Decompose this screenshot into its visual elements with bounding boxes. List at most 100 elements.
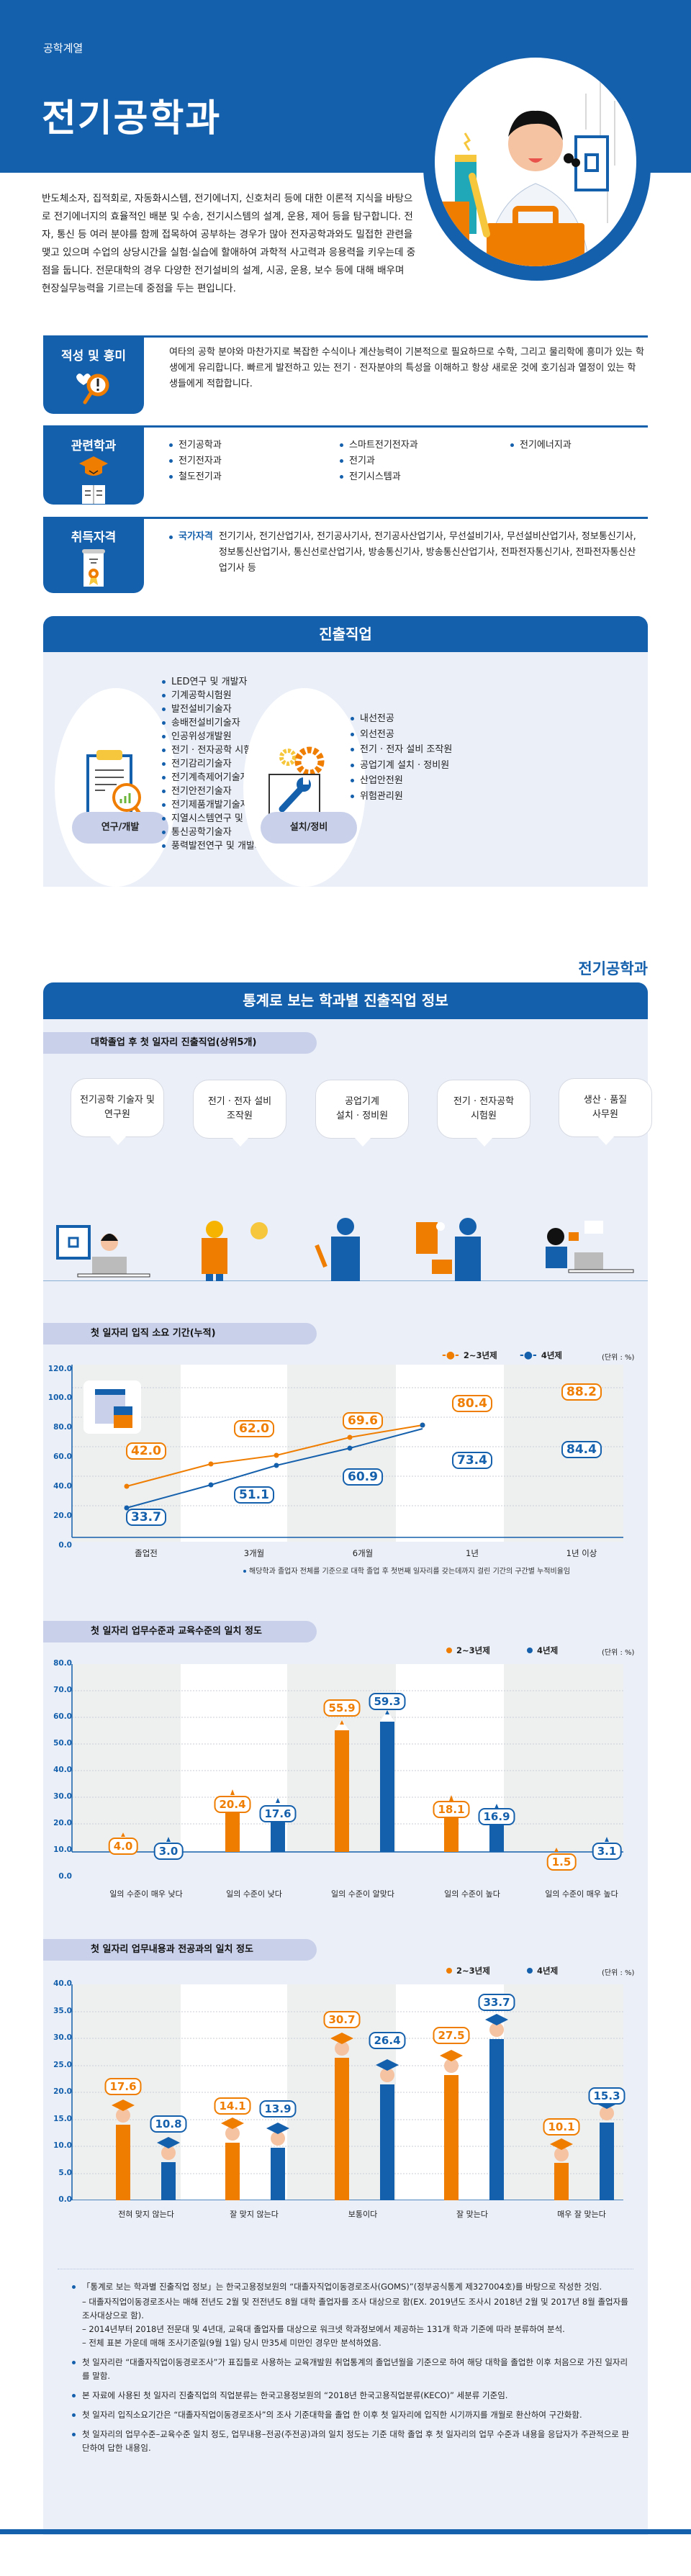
certification-type-label: 국가자격	[179, 531, 213, 542]
value-label: 18.1	[433, 1801, 470, 1818]
aptitude-text: 여타의 공학 분야와 마찬가지로 복잡한 수식이나 계산능력이 기본적으로 필요…	[169, 347, 644, 389]
note-item: 첫 일자리 입직소요기간은 “대졸자직업이동경로조사”의 조사 기준대학을 졸업…	[72, 2408, 633, 2422]
value-label: 13.9	[259, 2100, 297, 2118]
value-label: 55.9	[323, 1699, 361, 1717]
note-item: 첫 일자리의 업무수준–교육수준 일치 정도, 업무내용–전공(주전공)과의 일…	[72, 2428, 633, 2455]
aptitude-title: 적성 및 흥미	[60, 349, 127, 363]
ytick: 40.0	[53, 1482, 72, 1491]
value-label: 15.3	[588, 2087, 625, 2105]
value-label: 17.6	[259, 1805, 297, 1822]
notes-section: 「통계로 보는 학과별 진출직업 정보」는 한국고용정보원의 “대졸자직업이동경…	[72, 2280, 633, 2461]
ytick: 70.0	[53, 1686, 72, 1694]
chart3-title: 첫 일자리 업무내용과 전공과의 일치 정도	[43, 1939, 317, 1961]
value-label: 3.0	[153, 1843, 184, 1860]
chart3-unit: (단위 : %)	[602, 1969, 635, 1977]
note-item: 「통계로 보는 학과별 진출직업 정보」는 한국고용정보원의 “대졸자직업이동경…	[72, 2280, 633, 2294]
ytick: 0.0	[58, 1541, 72, 1550]
certificate-icon	[82, 549, 105, 587]
bottom-stripe	[0, 2529, 691, 2534]
chart1-legend-s2: -●- 4년제	[520, 1350, 563, 1361]
value-label: 26.4	[369, 2032, 406, 2049]
department-description: 반도체소자, 집적회로, 자동화시스템, 전기에너지, 신호처리 등에 대한 이…	[42, 193, 416, 294]
value-label: 88.2	[561, 1383, 602, 1401]
xlabel: 6개월	[352, 1548, 374, 1558]
value-label: 14.1	[214, 2097, 251, 2115]
value-label: 73.4	[452, 1452, 492, 1469]
value-label: 59.3	[369, 1693, 406, 1710]
ytick: 15.0	[53, 2115, 72, 2123]
value-label: 17.6	[104, 2078, 142, 2095]
ytick: 10.0	[53, 2141, 72, 2150]
chart1-footnote: 해당학과 졸업자 전체를 기준으로 대학 졸업 후 첫번째 일자리를 갖는데까지…	[243, 1565, 570, 1576]
value-label: 42.0	[126, 1442, 166, 1460]
xlabel: 일의 수준이 높다	[444, 1889, 500, 1899]
department-item: 스마트전기전자과	[340, 438, 510, 453]
ytick: 20.0	[53, 2087, 72, 2096]
stats-header: 통계로 보는 학과별 진출직업 정보	[43, 982, 648, 1019]
job-item: 발전설비기술자	[162, 702, 272, 716]
value-label: 20.4	[214, 1796, 251, 1813]
researcher-figure	[56, 1225, 150, 1278]
ytick: 5.0	[58, 2169, 72, 2177]
tester-figure	[416, 1218, 481, 1281]
value-label: 27.5	[433, 2027, 470, 2044]
chart1-unit: (단위 : %)	[602, 1354, 635, 1362]
related-departments-tab: 관련학과	[43, 425, 144, 505]
xlabel: 1년	[466, 1548, 479, 1558]
chart2-plot	[71, 1664, 623, 1853]
xlabel: 일의 수준이 매우 높다	[545, 1889, 618, 1899]
job-item: 풍력발전연구 및 개발자	[162, 839, 272, 853]
research-oval	[55, 688, 177, 887]
graduation-book-icon	[79, 456, 108, 504]
department-item: 전기에너지과	[510, 438, 654, 453]
top5-title: 대학졸업 후 첫 일자리 진출직업(상위5개)	[43, 1032, 317, 1054]
job-item: 위험관리원	[351, 789, 452, 805]
job-item: 전기 · 전자 설비 조작원	[351, 742, 452, 758]
chart2-legend-s2: 4년제	[527, 1645, 558, 1656]
ytick: 30.0	[53, 1792, 72, 1801]
xlabel: 일의 수준이 매우 낮다	[109, 1889, 183, 1899]
job-item: 산업안전원	[351, 773, 452, 789]
ytick: 20.0	[53, 1819, 72, 1827]
research-pill: 연구/개발	[72, 812, 168, 844]
certifications-card: 취득자격 국가자격 전기기사, 전기산업기사, 전기공사기사, 전기공사산업기사…	[43, 517, 648, 593]
stats-department-label: 전기공학과	[578, 960, 648, 977]
office-worker-figure	[546, 1221, 634, 1273]
job-item: LED연구 및 개발자	[162, 675, 272, 689]
job-item: 송배전설비기술자	[162, 716, 272, 730]
ytick: 40.0	[53, 1766, 72, 1774]
clipboard-chart-icon	[86, 750, 146, 821]
value-label: 80.4	[452, 1395, 492, 1412]
xlabel: 잘 맞지 않는다	[230, 2210, 279, 2219]
value-label: 16.9	[478, 1808, 515, 1825]
job-item: 기계공학시험원	[162, 689, 272, 702]
chart1-title: 첫 일자리 입직 소요 기간(누적)	[43, 1323, 317, 1345]
gear-wrench-icon	[268, 746, 325, 818]
certifications-body: 국가자격 전기기사, 전기산업기사, 전기공사기사, 전기공사산업기사, 무선설…	[169, 529, 644, 577]
top-job-bubble: 전기 · 전자 설비 조작원	[193, 1080, 286, 1147]
job-item: 내선전공	[351, 711, 452, 727]
ytick: 80.0	[53, 1423, 72, 1432]
department-item: 전기시스템과	[340, 469, 510, 485]
xlabel: 3개월	[243, 1548, 265, 1558]
ytick: 60.0	[53, 1712, 72, 1721]
ytick: 80.0	[53, 1659, 72, 1668]
ytick: 0.0	[58, 1872, 72, 1881]
certifications-tab: 취득자격	[43, 517, 144, 593]
job-item: 인공위성개발원	[162, 730, 272, 744]
chart2-unit: (단위 : %)	[602, 1649, 635, 1657]
careers-header: 진출직업	[43, 616, 648, 652]
page-title: 전기공학과	[42, 97, 222, 140]
ytick: 50.0	[53, 1739, 72, 1748]
job-item: 통신공학기술자	[162, 826, 272, 839]
engineer-with-toolbox-icon	[441, 79, 615, 266]
ytick: 40.0	[53, 1979, 72, 1988]
xlabel: 전혀 맞지 않는다	[118, 2210, 174, 2219]
value-label: 1.5	[546, 1853, 577, 1871]
value-label: 3.1	[592, 1843, 622, 1860]
note-item: 첫 일자리란 “대졸자직업이동경로조사”가 표집틀로 사용하는 교육개발원 취업…	[72, 2356, 633, 2383]
xlabel: 졸업전	[135, 1548, 158, 1558]
chart1-legend-s1: -●- 2~3년제	[442, 1350, 497, 1361]
xlabel: 매우 잘 맞는다	[557, 2210, 606, 2219]
job-item: 전기감리기술자	[162, 757, 272, 771]
